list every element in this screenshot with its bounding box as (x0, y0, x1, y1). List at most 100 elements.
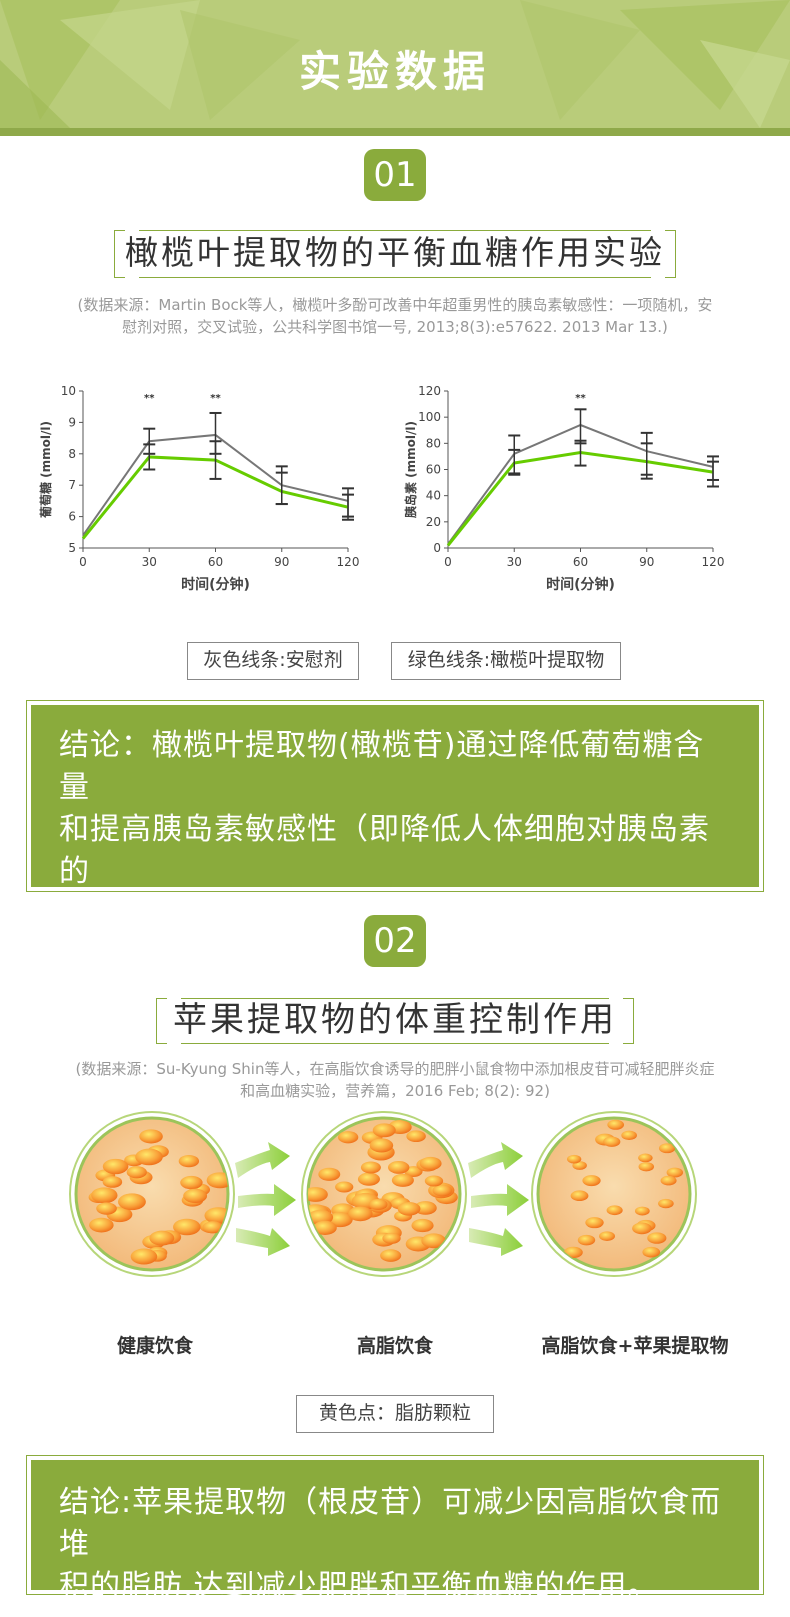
y-tick-label: 5 (68, 541, 76, 555)
fat-particle (391, 1173, 414, 1187)
fat-particle (607, 1119, 625, 1130)
fat-particle (572, 1161, 587, 1170)
section2-title-text: 苹果提取物的体重控制作用 (173, 1000, 617, 1040)
legend-green-olive: 绿色线条:橄榄叶提取物 (391, 642, 621, 680)
arrow-icon (235, 1142, 296, 1256)
section1-conclusion: 结论：橄榄叶提取物(橄榄苷)通过降低葡萄糖含量 和提高胰岛素敏感性（即降低人体细… (26, 700, 764, 931)
section1-title: 橄榄叶提取物的平衡血糖作用实验 (114, 230, 676, 278)
fat-particle (621, 1130, 637, 1141)
y-tick-label: 120 (418, 385, 441, 398)
conclusion1-line2: 和提高胰岛素敏感性（即降低人体细胞对胰岛素的 (59, 812, 710, 889)
fat-particle (414, 1201, 437, 1215)
fat-particle (424, 1175, 444, 1187)
fat-particle (102, 1158, 129, 1175)
fat-particle (638, 1153, 653, 1163)
fat-particle (382, 1232, 401, 1244)
fat-particle (570, 1190, 589, 1202)
legend-gray-placebo: 灰色线条:安慰剂 (187, 642, 359, 680)
section2-conclusion: 结论:苹果提取物（根皮苷）可减少因高脂饮食而堆 积的脂肪,达到减少肥胖和平衡血糖… (26, 1455, 764, 1604)
fat-particle (139, 1129, 163, 1144)
fat-particle (380, 1249, 402, 1262)
fat-particle (135, 1148, 163, 1166)
fat-particle (348, 1206, 373, 1222)
chart-glucose-svg: 5 6 7 8 9 10 0 30 60 90 120 时间(分钟) 葡萄糖 (mmol/l) ** ** (38, 384, 359, 593)
x-tick-label: 30 (142, 555, 157, 569)
y-tick-label: 0 (433, 541, 441, 555)
fat-particle (582, 1175, 601, 1187)
fat-particle (368, 1198, 388, 1211)
fat-particle (173, 1218, 201, 1236)
x-tick-label: 90 (639, 555, 654, 569)
x-tick-label: 0 (444, 555, 452, 569)
panel-label-high-fat-apple: 高脂饮食+苹果提取物 (541, 1335, 729, 1357)
fat-particle (202, 1221, 223, 1234)
fat-particle (585, 1217, 604, 1229)
page-title: 实验数据 (298, 47, 491, 96)
fat-particle (406, 1130, 426, 1143)
header-background-pattern (0, 0, 790, 128)
significance-marker: ** (210, 393, 221, 404)
fat-particle (318, 1167, 341, 1181)
section1-source: (数据来源：Martin Bock等人，橄榄叶多酚可改善中年超重男性的胰岛素敏感… (28, 294, 762, 338)
fat-particle (149, 1230, 175, 1246)
fat-particle (642, 1246, 661, 1258)
fat-particle (419, 1156, 442, 1171)
panel-label-high-fat: 高脂饮食 (356, 1335, 433, 1357)
fat-particle (102, 1176, 123, 1188)
fat-particle (421, 1233, 446, 1249)
fat-particle (660, 1175, 677, 1186)
y-axis-label: 胰岛素 (mmol/l) (403, 421, 418, 518)
conclusion1-line1: 结论：橄榄叶提取物(橄榄苷)通过降低葡萄糖含量 (59, 728, 705, 805)
fat-cell-high-fat-apple (531, 1111, 697, 1277)
fat-particle (126, 1166, 147, 1179)
fat-particle (313, 1220, 337, 1235)
fat-particle (357, 1172, 380, 1186)
fat-cell-healthy-diet (69, 1111, 235, 1277)
fat-particle (178, 1155, 200, 1168)
x-tick-label: 120 (702, 555, 725, 569)
fat-particle (658, 1198, 674, 1209)
y-tick-label: 100 (418, 410, 441, 424)
legend-fat-particles: 黄色点：脂肪颗粒 (296, 1395, 494, 1433)
conclusion2-line2: 积的脂肪,达到减少肥胖和平衡血糖的作用。 (59, 1569, 659, 1604)
x-tick-label: 60 (573, 555, 588, 569)
section2-number-badge: 02 (364, 915, 426, 967)
x-tick-label: 30 (507, 555, 522, 569)
section2-source: (数据来源：Su-Kyung Shin等人，在高脂饮食诱导的肥胖小鼠食物中添加根… (28, 1058, 762, 1102)
fat-particle (335, 1181, 354, 1193)
chart-insulin: 0 20 40 60 80 100 120 0 30 60 90 120 时间(分钟) 胰岛素 (mmol… (400, 384, 760, 619)
fat-particle (337, 1131, 359, 1144)
page-header: 实验数据 (0, 0, 790, 136)
x-tick-label: 60 (208, 555, 223, 569)
significance-marker: ** (144, 393, 155, 404)
significance-marker: ** (575, 393, 586, 404)
x-tick-label: 0 (79, 555, 87, 569)
x-axis-label: 时间(分钟) (181, 576, 250, 593)
fat-particle (577, 1234, 596, 1246)
fat-particle (647, 1232, 667, 1244)
fat-particle (180, 1175, 203, 1190)
fat-particle (89, 1217, 114, 1233)
section2-conclusion-body: 结论:苹果提取物（根皮苷）可减少因高脂饮食而堆 积的脂肪,达到减少肥胖和平衡血糖… (31, 1460, 759, 1604)
fat-comparison-illustration (69, 1111, 697, 1277)
section2-source-line2: 和高血糖实验，营养篇，2016 Feb; 8(2): 92) (240, 1082, 550, 1100)
y-tick-label: 7 (68, 478, 76, 492)
fat-particle (130, 1248, 158, 1265)
fat-particle (183, 1188, 208, 1204)
fat-particle (603, 1136, 621, 1147)
section1-source-line2: 慰剂对照，交叉试验，公共科学图书馆一号, 2013;8(3):e57622. 2… (122, 318, 668, 336)
fat-comparison-row (0, 1108, 790, 1288)
x-axis-label: 时间(分钟) (546, 576, 615, 593)
section1-number-badge: 01 (364, 149, 426, 201)
conclusion2-line1: 结论:苹果提取物（根皮苷）可减少因高脂饮食而堆 (59, 1485, 722, 1562)
fat-particle (606, 1205, 623, 1216)
fat-particle (372, 1123, 396, 1138)
fat-particle (432, 1184, 453, 1197)
fat-cell-high-fat-diet (301, 1111, 467, 1277)
fat-particle (387, 1160, 410, 1174)
fat-particle (369, 1138, 394, 1153)
fat-particles (88, 1129, 228, 1265)
y-tick-label: 9 (68, 415, 76, 429)
section1-source-line1: (数据来源：Martin Bock等人，橄榄叶多酚可改善中年超重男性的胰岛素敏感… (77, 296, 713, 314)
y-tick-label: 80 (426, 436, 441, 450)
